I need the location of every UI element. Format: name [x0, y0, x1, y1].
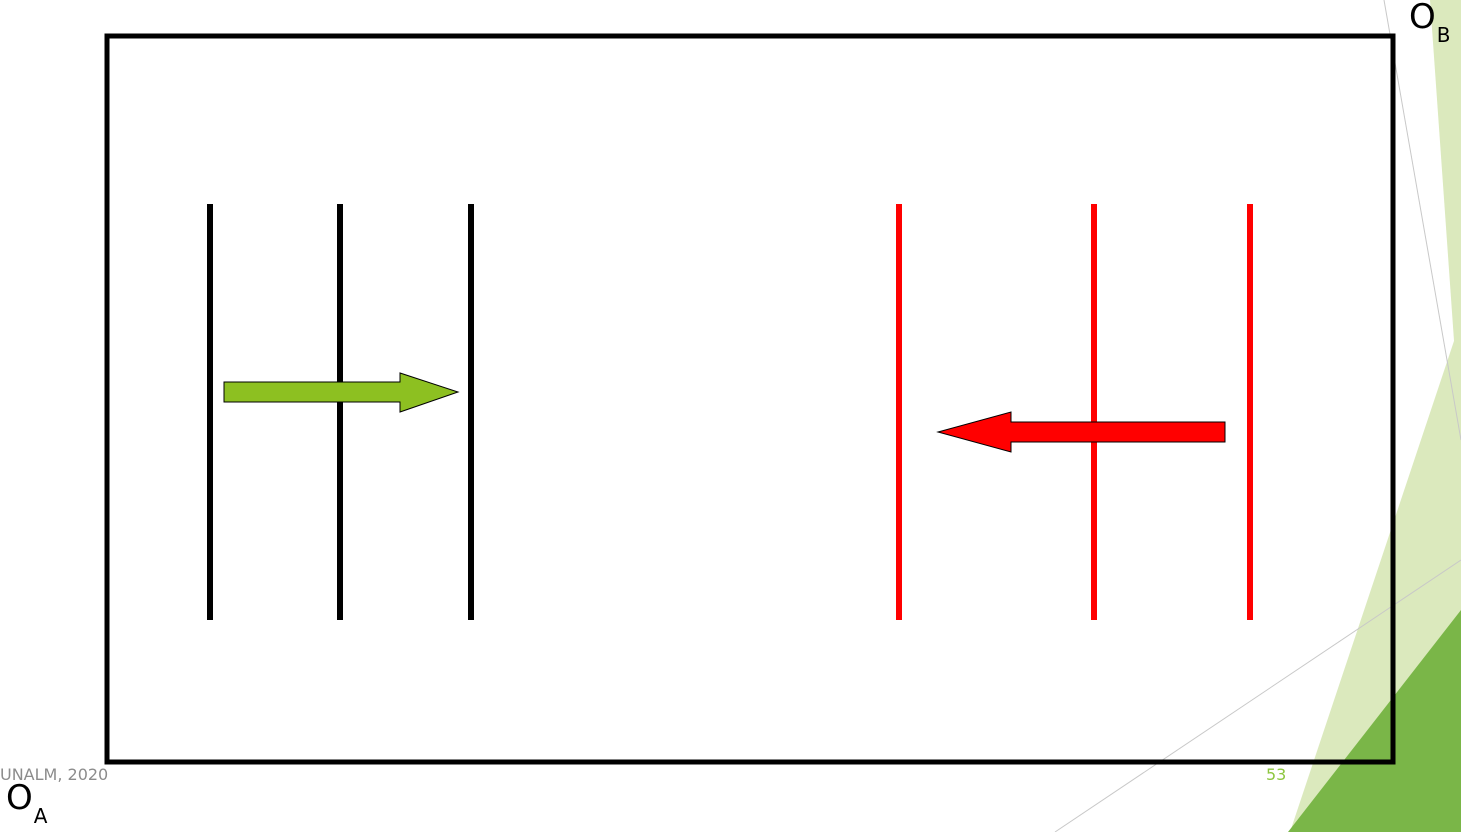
label-ob-subscript: B [1436, 23, 1451, 47]
footer-text: UNALM, 2020 [0, 765, 109, 784]
accent-light-triangle-top [1430, 0, 1461, 440]
green-arrow-right [223, 372, 460, 413]
label-ob: OB [1409, 0, 1451, 45]
red-arrow-left [936, 411, 1226, 453]
label-oa: OA [6, 778, 47, 826]
accent-thin-line-1 [1383, 0, 1461, 441]
label-oa-subscript: A [33, 804, 48, 828]
label-oa-main: O [6, 778, 33, 818]
diagram-frame [104, 33, 1396, 765]
accent-dark-triangle [1288, 610, 1461, 832]
label-ob-main: O [1409, 0, 1436, 37]
page-number: 53 [1266, 765, 1287, 784]
